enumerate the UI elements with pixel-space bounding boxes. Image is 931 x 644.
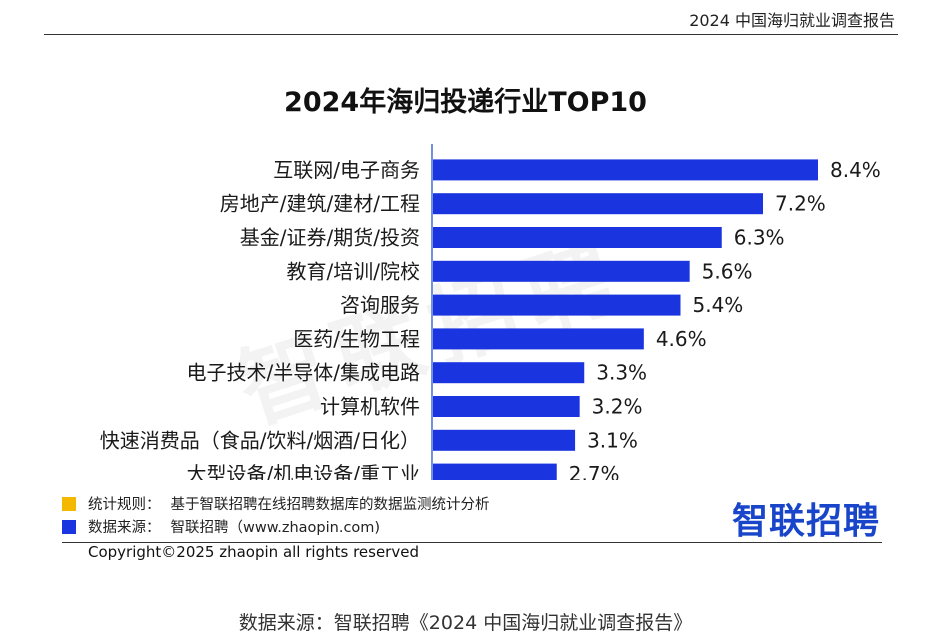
chart-title: 2024年海归投递行业TOP10 [284,87,647,118]
category-label: 咨询服务 [340,293,420,317]
bar [433,260,690,282]
category-label: 电子技术/半导体/集成电路 [187,361,420,385]
data-label: 4.6% [656,327,707,351]
bar [433,396,580,417]
data-label: 3.1% [587,428,638,452]
header-rule [44,34,898,35]
data-label: 8.4% [830,158,881,182]
category-label: 基金/证券/期货/投资 [240,226,420,250]
caption: 数据来源：智联招聘《2024 中国海归就业调查报告》 [238,612,693,634]
bar [433,193,763,215]
data-label: 3.3% [596,361,647,385]
note-legend-square [62,519,76,534]
data-label: 2.7% [569,462,620,480]
bar [433,294,681,316]
note-label: 数据来源： [88,520,161,536]
bar [433,227,722,248]
category-label: 房地产/建筑/建材/工程 [220,192,420,216]
note-text: 智联招聘（www.zhaopin.com) [170,520,381,536]
category-label: 教育/培训/院校 [287,259,420,283]
category-label: 医药/生物工程 [293,327,420,351]
note-stat-rule: 统计规则： 基于智联招聘在线招聘数据库的数据监测统计分析 [62,493,490,514]
note-legend-square [62,496,76,511]
footer-rule [62,542,882,543]
data-label: 3.2% [592,395,643,419]
bar [433,429,576,451]
data-label: 5.6% [702,259,753,283]
bar-chart: 互联网/电子商务 8.4% 房地产/建筑/建材/工程 7.2% 基金/证券/期货/投资 6… [100,144,881,480]
bar [433,328,644,350]
note-data-source: 数据来源： 智联招聘（www.zhaopin.com) [62,516,380,537]
note-text: 基于智联招聘在线招聘数据库的数据监测统计分析 [170,497,490,513]
report-header: 2024 中国海归就业调查报告 [689,11,895,30]
category-label: 计算机软件 [320,395,420,419]
category-label: 快速消费品（食品/饮料/烟酒/日化） [100,428,420,452]
bar [433,362,585,384]
category-label: 大型设备/机电设备/重工业 [187,462,420,480]
bar [433,159,818,181]
data-label: 7.2% [775,192,826,216]
copyright: Copyright©2025 zhaopin all rights reserv… [88,543,419,561]
data-label: 5.4% [693,293,744,317]
brand-logo: 智联招聘 [732,501,881,542]
note-label: 统计规则： [88,497,161,513]
data-label: 6.3% [734,226,785,250]
category-label: 互联网/电子商务 [273,158,420,182]
bar [433,463,557,480]
